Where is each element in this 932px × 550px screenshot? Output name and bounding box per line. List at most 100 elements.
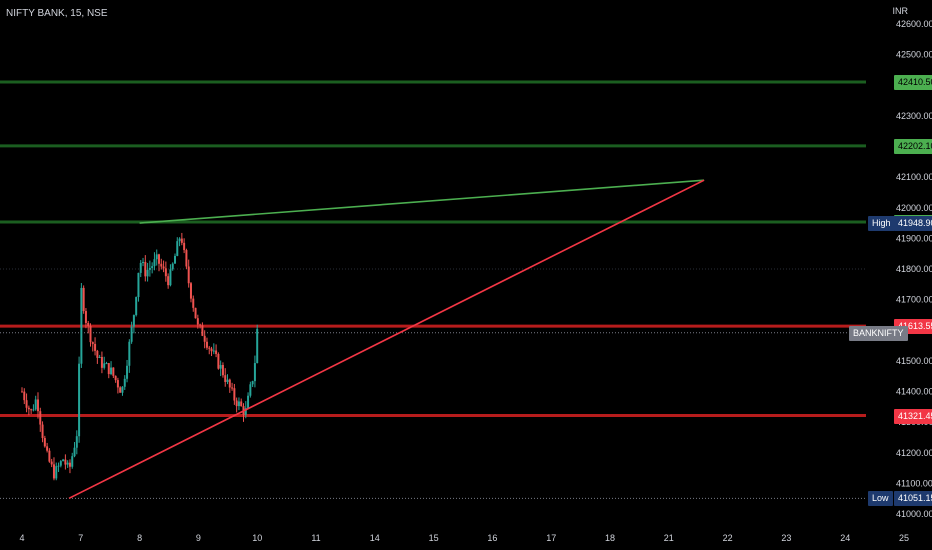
candle bbox=[98, 356, 101, 358]
candle bbox=[224, 375, 227, 382]
candle bbox=[151, 266, 154, 268]
candle bbox=[132, 315, 135, 327]
candle bbox=[237, 401, 240, 407]
y-tick-label: 42600.00 bbox=[896, 19, 932, 29]
candle bbox=[119, 387, 122, 393]
candle bbox=[199, 324, 202, 326]
candlestick-series bbox=[21, 232, 259, 481]
candle bbox=[57, 465, 60, 467]
candle bbox=[48, 450, 51, 462]
candle bbox=[183, 242, 186, 251]
candle bbox=[32, 409, 35, 411]
x-tick-label: 8 bbox=[137, 533, 142, 543]
candle bbox=[251, 381, 254, 385]
candle bbox=[185, 250, 188, 267]
x-tick-label: 21 bbox=[664, 533, 674, 543]
y-tick-label: 41000.00 bbox=[896, 509, 932, 519]
y-tick-label: 41800.00 bbox=[896, 264, 932, 274]
candle bbox=[94, 343, 97, 351]
candle bbox=[50, 461, 53, 465]
time-axis: 4 7 8 9 10 11 14 15 16 17 18 21 22 23 24 25 bbox=[19, 533, 909, 543]
candle bbox=[128, 341, 131, 366]
candle bbox=[130, 326, 133, 342]
y-tick-label: 42300.00 bbox=[896, 111, 932, 121]
x-tick-label: 16 bbox=[487, 533, 497, 543]
price-level-label: 41321.45 bbox=[894, 408, 932, 424]
candle bbox=[139, 262, 142, 273]
candle bbox=[176, 241, 179, 256]
candle bbox=[78, 363, 81, 437]
candle bbox=[116, 380, 119, 388]
candle bbox=[196, 318, 199, 325]
candle bbox=[231, 387, 234, 389]
candle bbox=[194, 307, 197, 319]
candle bbox=[87, 322, 90, 327]
candle bbox=[158, 254, 161, 264]
price-axis: 42600.0042500.0042400.0042300.0042200.00… bbox=[896, 19, 932, 519]
candle bbox=[187, 266, 190, 284]
candle bbox=[80, 287, 83, 364]
x-tick-label: 15 bbox=[429, 533, 439, 543]
y-tick-label: 41200.00 bbox=[896, 448, 932, 458]
candle bbox=[121, 386, 124, 393]
candle bbox=[208, 347, 211, 349]
extreme-tag-label: Low bbox=[868, 491, 893, 507]
candle bbox=[146, 269, 149, 277]
candle bbox=[123, 378, 126, 387]
candle bbox=[148, 267, 151, 270]
candle bbox=[189, 283, 192, 299]
candle bbox=[25, 400, 28, 408]
symbol-title[interactable]: NIFTY BANK, 15, NSE bbox=[6, 8, 108, 19]
y-tick-label: 41700.00 bbox=[896, 295, 932, 305]
candle bbox=[203, 335, 206, 342]
price-level-label: 41051.15 bbox=[894, 491, 932, 507]
candle bbox=[21, 391, 23, 393]
candle bbox=[59, 461, 62, 466]
candle bbox=[235, 400, 238, 407]
candle bbox=[210, 348, 213, 352]
horizontal-levels bbox=[0, 80, 866, 499]
candle bbox=[62, 459, 65, 462]
x-tick-label: 9 bbox=[196, 533, 201, 543]
candle bbox=[100, 356, 103, 368]
candle bbox=[91, 342, 94, 344]
candle bbox=[107, 363, 110, 375]
y-tick-label: 41900.00 bbox=[896, 233, 932, 243]
candle bbox=[27, 407, 30, 410]
candle bbox=[256, 328, 259, 364]
candle bbox=[36, 399, 39, 412]
candle bbox=[30, 409, 33, 411]
candle bbox=[23, 391, 26, 401]
candle bbox=[167, 276, 170, 286]
candle bbox=[64, 459, 67, 465]
trendline bbox=[139, 179, 705, 224]
candle bbox=[247, 395, 250, 409]
candle bbox=[41, 424, 44, 439]
x-tick-label: 25 bbox=[899, 533, 909, 543]
candle bbox=[46, 446, 49, 451]
candle bbox=[84, 311, 87, 323]
candle bbox=[162, 266, 165, 269]
candle bbox=[142, 261, 145, 263]
x-tick-label: 18 bbox=[605, 533, 615, 543]
candle bbox=[112, 367, 115, 376]
y-tick-label: 42100.00 bbox=[896, 172, 932, 182]
candle bbox=[82, 287, 85, 312]
candle bbox=[114, 375, 117, 381]
candle bbox=[71, 456, 74, 467]
candle bbox=[96, 350, 99, 358]
y-tick-label: 41500.00 bbox=[896, 356, 932, 366]
candle bbox=[144, 261, 147, 277]
candle bbox=[75, 436, 78, 448]
candle bbox=[126, 365, 129, 379]
candle bbox=[34, 399, 37, 410]
candle bbox=[233, 388, 236, 401]
x-tick-label: 17 bbox=[546, 533, 556, 543]
x-tick-label: 7 bbox=[78, 533, 83, 543]
extreme-tag-label: High bbox=[868, 216, 895, 232]
trendline bbox=[68, 179, 705, 500]
candle bbox=[105, 363, 108, 365]
x-tick-label: 23 bbox=[781, 533, 791, 543]
candle bbox=[39, 411, 42, 425]
